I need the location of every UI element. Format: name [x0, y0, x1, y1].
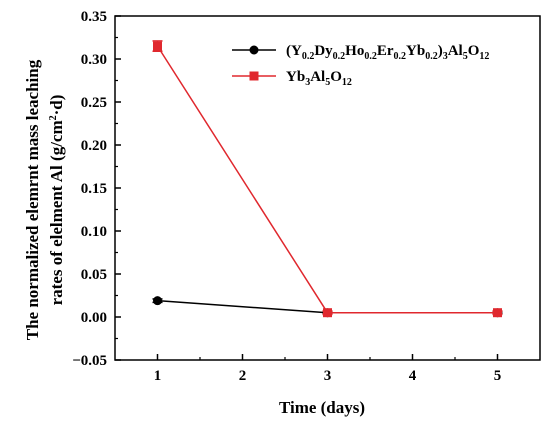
y-tick-label: −0.05 — [72, 353, 107, 369]
legend-marker — [249, 71, 259, 81]
series-layer — [152, 40, 503, 318]
y-tick-label: 0.30 — [81, 52, 107, 68]
legend-label: Yb3Al5O12 — [286, 69, 352, 88]
data-point — [153, 296, 162, 306]
legend-label: (Y0.2Dy0.2Ho0.2Er0.2Yb0.2)3Al5O12 — [286, 43, 489, 62]
y-tick-label: 0.15 — [81, 181, 107, 197]
y-tick-label: 0.35 — [81, 9, 107, 25]
x-tick-label: 3 — [324, 368, 332, 384]
legend: (Y0.2Dy0.2Ho0.2Er0.2Yb0.2)3Al5O12 Yb3Al5O… — [232, 43, 489, 88]
y-tick-label: 0.20 — [81, 138, 107, 154]
y-tick-label: 0.10 — [81, 224, 107, 240]
y-tick-label: 0.00 — [81, 310, 107, 326]
y-axis-title-line-1: The normalized elemrnt mass leaching — [23, 59, 42, 340]
series-2 — [152, 40, 503, 318]
x-tick-label: 2 — [239, 368, 247, 384]
x-tick-label: 5 — [494, 368, 502, 384]
plot-axes: 1 2 3 4 5 −0.05 0.00 0.05 0.10 0.15 0.20 0.25 0.30 0.… — [72, 9, 541, 384]
data-point — [493, 308, 502, 318]
y-tick-label: 0.25 — [81, 95, 107, 111]
legend-marker — [249, 45, 259, 55]
x-tick-label: 4 — [409, 368, 417, 384]
data-point — [153, 41, 162, 51]
x-tick-label: 1 — [154, 368, 162, 384]
x-axis-title: Time (days) — [279, 398, 365, 417]
data-point — [323, 308, 332, 318]
y-axis-title-line-2: rates of elelment Al (g/cm2·d) — [47, 95, 66, 306]
y-tick-label: 0.05 — [81, 267, 107, 283]
